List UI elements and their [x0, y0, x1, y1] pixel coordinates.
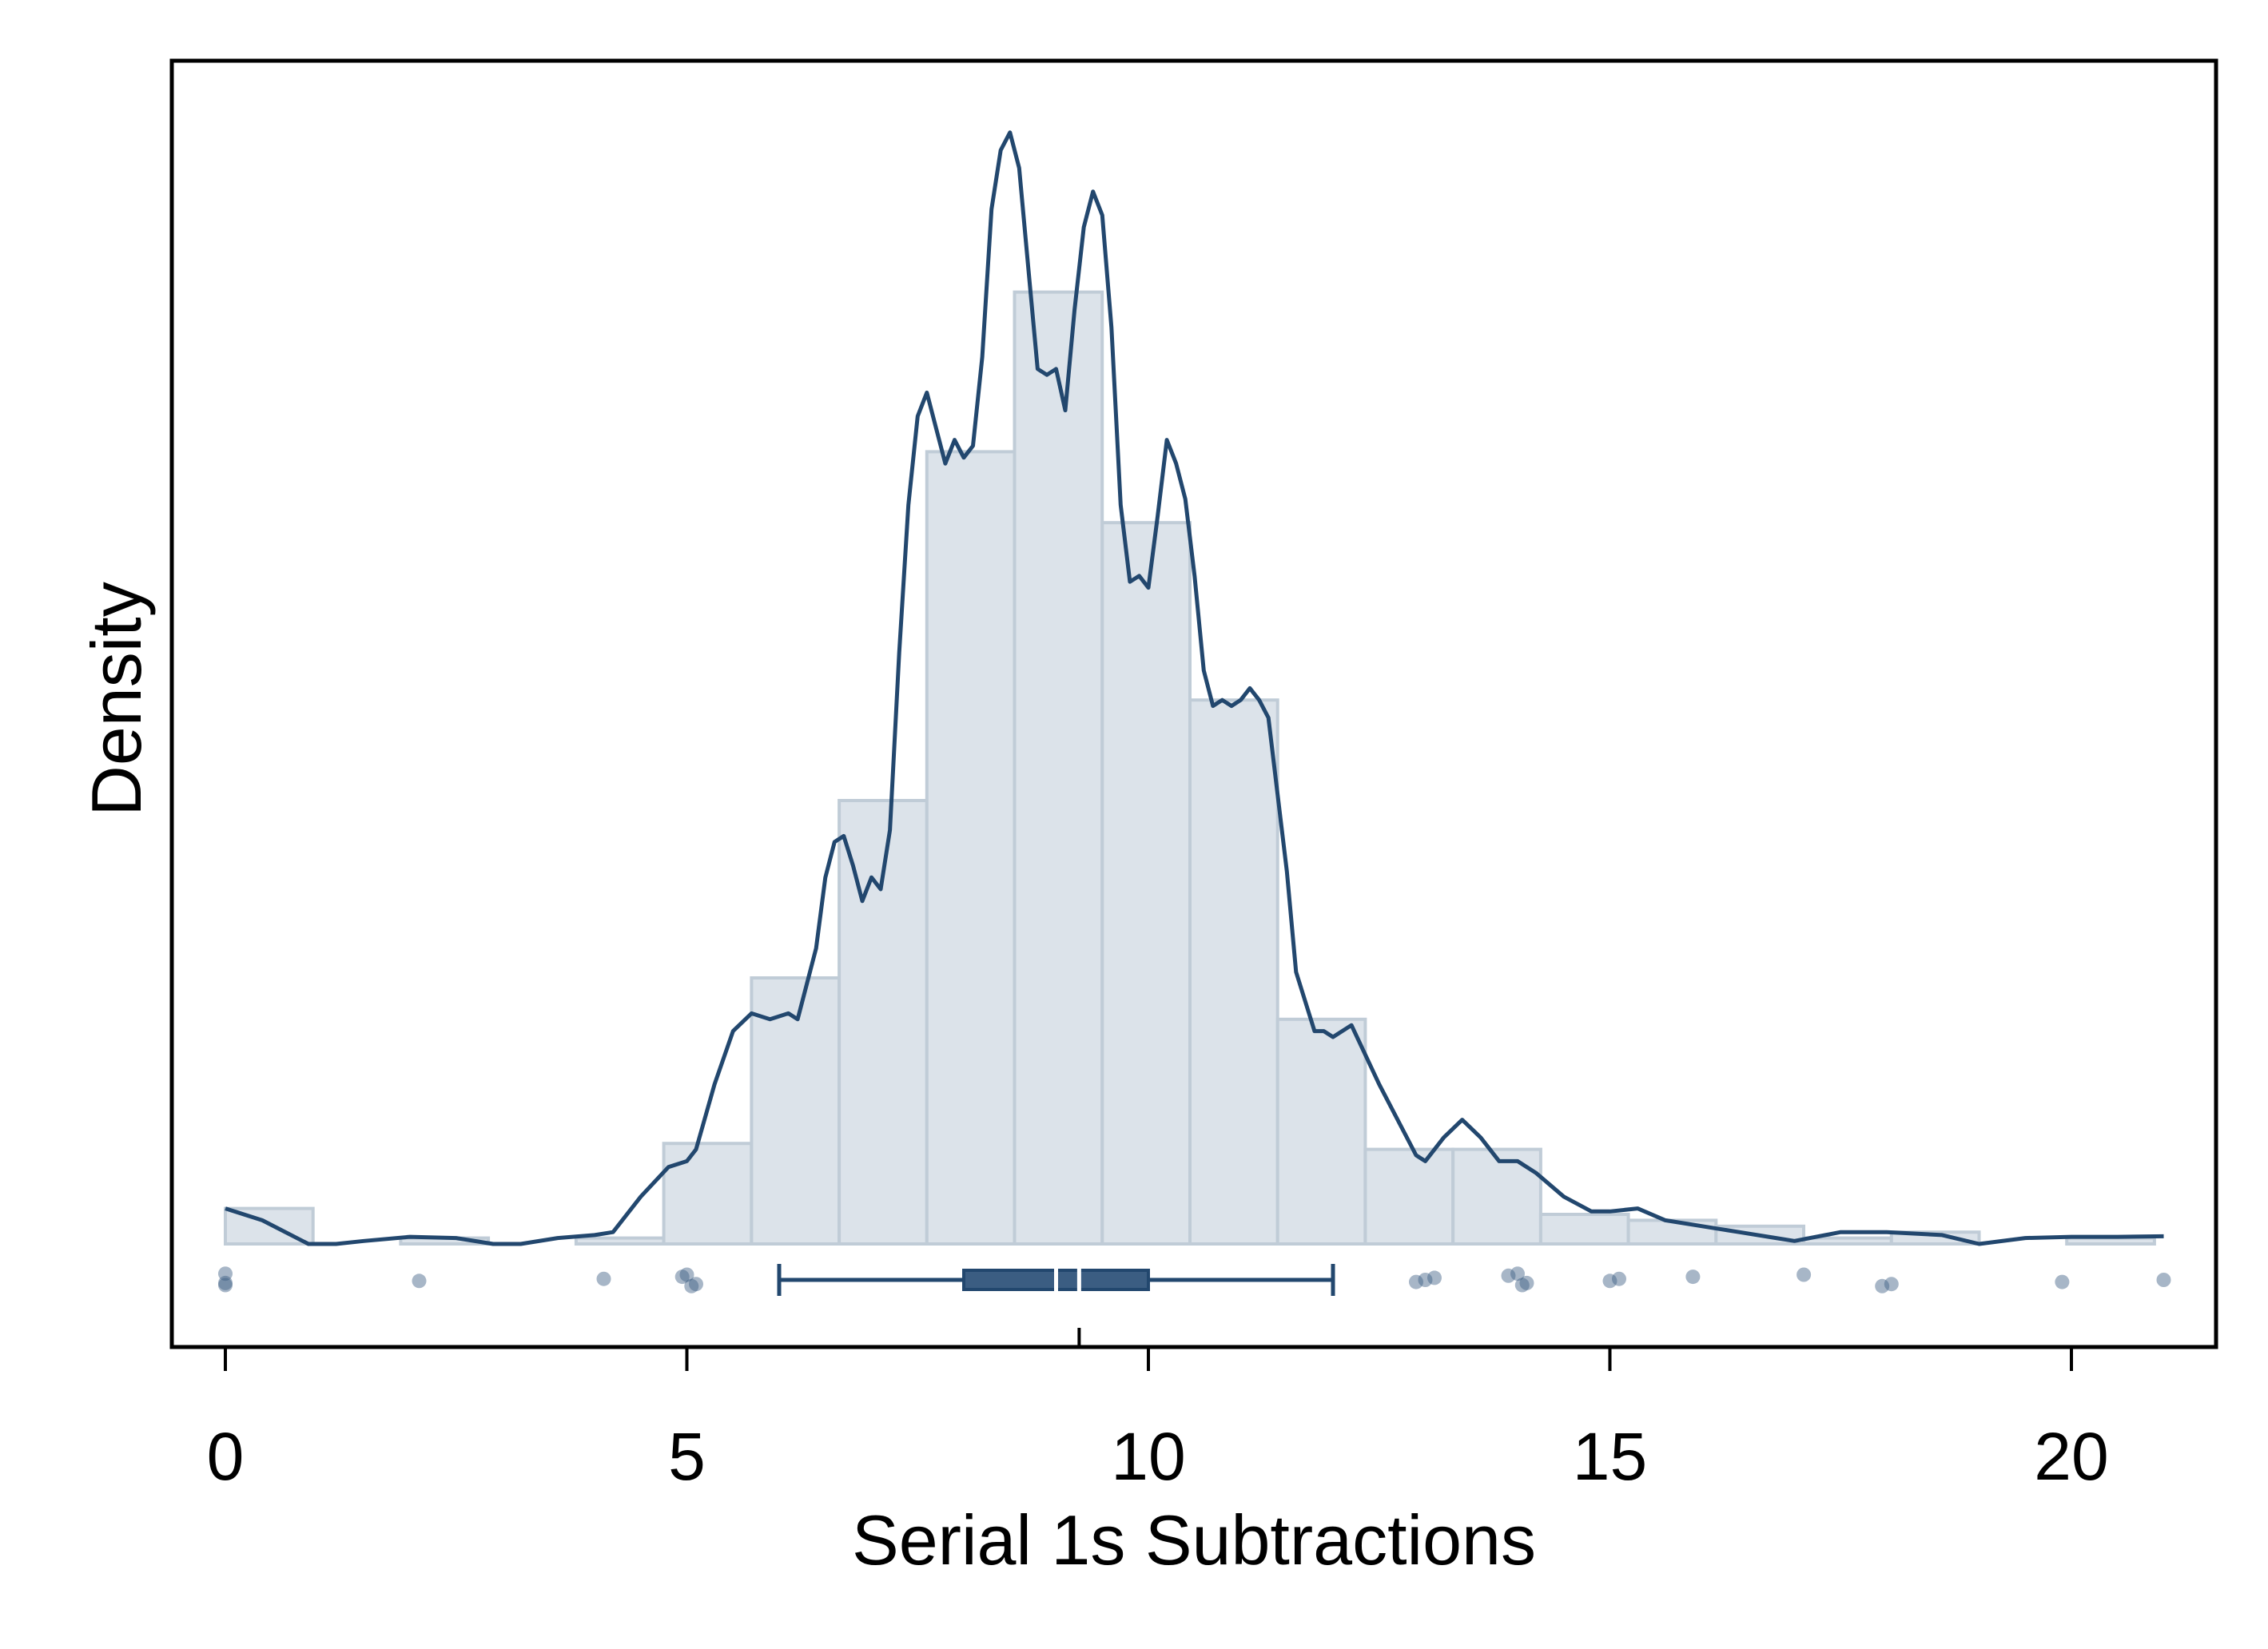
histogram-bar: [1363, 1147, 1455, 1246]
rug-point: [1409, 1274, 1423, 1289]
rug-point: [1884, 1277, 1899, 1292]
histogram-bar: [1451, 1147, 1542, 1246]
x-tick-label: 20: [2034, 1419, 2108, 1494]
rug-point: [1612, 1271, 1626, 1286]
x-tick-label: 0: [207, 1419, 245, 1494]
rug-point: [1519, 1275, 1534, 1290]
rug-point: [1685, 1270, 1701, 1285]
histogram-bar: [1802, 1236, 1893, 1246]
histogram-bar: [750, 976, 842, 1246]
rug-point: [679, 1267, 694, 1282]
x-tick-label: 10: [1111, 1419, 1185, 1494]
rug-point: [689, 1277, 703, 1292]
rug-point: [1427, 1270, 1442, 1285]
rug-point: [218, 1277, 233, 1293]
histogram-bar: [1100, 521, 1192, 1246]
rug-point: [1501, 1268, 1516, 1283]
histogram-bar: [1626, 1218, 1718, 1246]
histogram-bar: [1188, 698, 1279, 1246]
rug-point: [1510, 1266, 1525, 1281]
rug-point: [2055, 1274, 2070, 1289]
histogram-bar: [1538, 1213, 1630, 1246]
rug-point: [684, 1278, 699, 1293]
histogram-bar: [1275, 1017, 1367, 1246]
rug-points: [218, 1266, 2171, 1293]
histogram-bar: [574, 1236, 666, 1246]
plot-frame: [169, 58, 2218, 1349]
histogram-bars: [224, 290, 2156, 1246]
histogram-bar: [1013, 290, 1104, 1246]
rug-point: [596, 1271, 611, 1286]
rug-point: [1418, 1273, 1433, 1287]
rug-point: [1796, 1267, 1812, 1282]
rug-point: [2156, 1273, 2171, 1287]
x-axis-ticks: 0 5 10 15 20: [207, 1347, 2109, 1494]
histogram-bar: [662, 1142, 754, 1246]
rug-point: [1514, 1277, 1530, 1293]
x-tick-label: 5: [668, 1419, 706, 1494]
y-axis-title: Density: [77, 582, 156, 816]
histogram-bar: [2065, 1236, 2156, 1246]
rug-point: [674, 1270, 690, 1285]
rug-point: [412, 1274, 427, 1289]
rug-point: [1875, 1278, 1890, 1293]
x-axis-title: Serial 1s Subtractions: [852, 1500, 1536, 1579]
density-curve-line: [225, 130, 2164, 1246]
rug-point: [218, 1275, 233, 1290]
box-plot: [777, 1264, 1335, 1347]
rug-point: [1602, 1274, 1617, 1289]
rug-point: [218, 1266, 233, 1281]
x-tick-label: 15: [1573, 1419, 1647, 1494]
histogram-bar: [925, 450, 1017, 1246]
